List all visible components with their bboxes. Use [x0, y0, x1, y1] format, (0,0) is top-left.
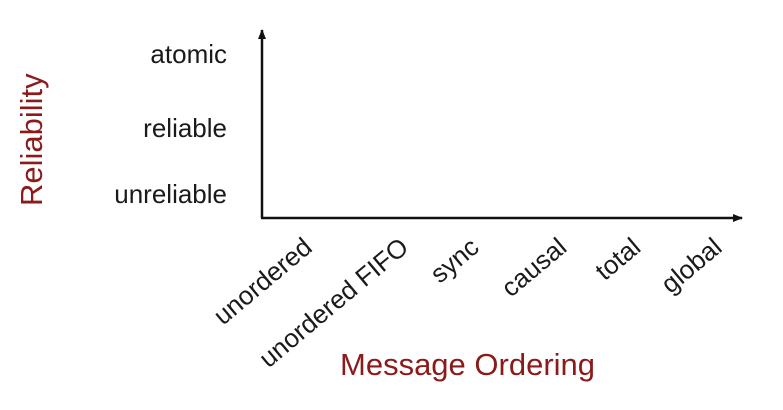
y-axis-title: Reliability — [14, 73, 49, 206]
y-level-reliable: reliable — [143, 113, 227, 143]
x-axis-title: Message Ordering — [340, 347, 596, 382]
y-level-atomic: atomic — [150, 39, 227, 69]
y-level-unreliable: unreliable — [114, 179, 227, 209]
